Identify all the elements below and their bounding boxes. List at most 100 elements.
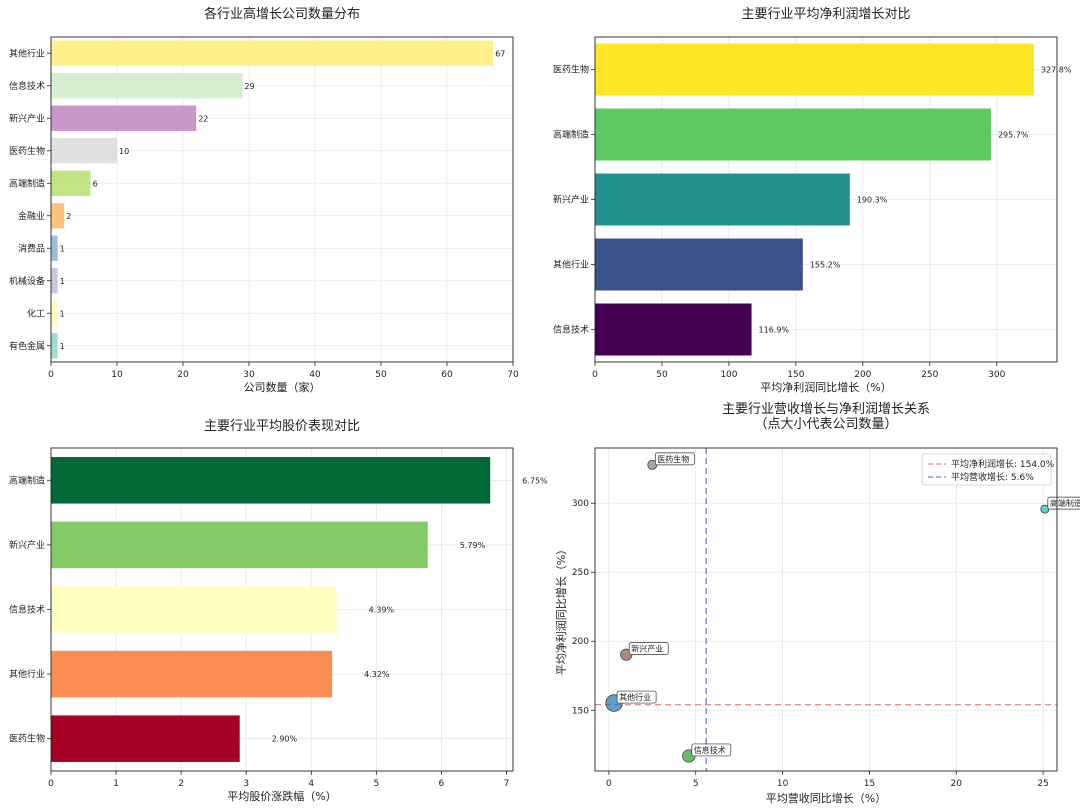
y-tick-label: 医药生物 bbox=[553, 64, 589, 76]
y-tick-label: 高端制造 bbox=[9, 177, 45, 189]
data-label: 1 bbox=[60, 342, 65, 351]
data-label: 327.8% bbox=[1041, 66, 1072, 75]
annotation-box bbox=[616, 690, 657, 704]
legend-box bbox=[921, 453, 1052, 486]
legend-entry-profit: 平均净利润增长: 154.0% bbox=[951, 458, 1055, 470]
y-tick-label: 高端制造 bbox=[9, 474, 45, 486]
x-tick-label: 2 bbox=[178, 779, 184, 789]
x-axis-label: 平均营收同比增长（%） bbox=[766, 791, 886, 805]
x-tick-label: 25 bbox=[1037, 779, 1048, 789]
bar-高端制造 bbox=[51, 457, 491, 504]
x-tick-label: 200 bbox=[854, 370, 871, 380]
point-annotation: 高端制造 bbox=[1047, 496, 1080, 510]
legend: 平均净利润增长: 154.0%平均营收增长: 5.6% bbox=[921, 453, 1055, 486]
subplot-1: 67其他行业29信息技术22新兴产业10医药生物6高端制造2金融业1消费品1机械… bbox=[9, 6, 519, 394]
y-tick-label: 化工 bbox=[27, 307, 45, 319]
bar-机械设备 bbox=[51, 268, 58, 294]
bar-信息技术 bbox=[51, 586, 337, 633]
x-tick-label: 300 bbox=[988, 370, 1005, 380]
y-tick-label: 200 bbox=[572, 637, 589, 647]
y-tick-label: 300 bbox=[572, 499, 589, 509]
x-tick-label: 50 bbox=[656, 370, 668, 380]
data-label: 4.32% bbox=[364, 670, 390, 679]
y-tick-label: 新兴产业 bbox=[553, 194, 589, 206]
annotation-text: 其他行业 bbox=[619, 692, 651, 702]
annotation-box bbox=[691, 743, 732, 757]
plot-frame bbox=[594, 447, 1058, 772]
bar-医药生物 bbox=[51, 715, 240, 762]
bar-其他行业 bbox=[51, 40, 494, 66]
y-tick-label: 消费品 bbox=[18, 242, 45, 254]
data-label: 190.3% bbox=[857, 196, 888, 205]
bar-新兴产业 bbox=[51, 521, 428, 569]
data-label: 155.2% bbox=[810, 261, 841, 270]
annotation-text: 医药生物 bbox=[657, 454, 689, 464]
annotation-text: 信息技术 bbox=[694, 745, 726, 755]
y-tick-label: 医药生物 bbox=[9, 733, 45, 745]
annotation-text: 高端制造 bbox=[1050, 498, 1080, 508]
chart-title: 主要行业平均净利润增长对比 bbox=[741, 7, 910, 22]
x-tick-label: 100 bbox=[720, 370, 737, 380]
data-label: 2 bbox=[66, 212, 71, 221]
data-label: 5.79% bbox=[460, 541, 486, 550]
data-label: 29 bbox=[244, 82, 254, 91]
y-tick-label: 信息技术 bbox=[553, 324, 589, 336]
chart-title: 主要行业营收增长与净利润增长关系 bbox=[722, 402, 930, 417]
annotation-text: 新兴产业 bbox=[631, 644, 663, 654]
y-axis-label: 平均净利润同比增长（%） bbox=[554, 544, 568, 675]
x-tick-label: 60 bbox=[441, 370, 453, 380]
x-tick-label: 5 bbox=[693, 779, 699, 789]
annotation-box bbox=[628, 642, 669, 655]
bar-新兴产业 bbox=[51, 105, 197, 131]
y-tick-label: 信息技术 bbox=[9, 604, 45, 616]
data-label: 4.39% bbox=[369, 606, 395, 615]
y-tick-label: 其他行业 bbox=[9, 668, 45, 680]
x-tick-label: 20 bbox=[951, 779, 963, 789]
plot-frame bbox=[594, 36, 1058, 363]
y-tick-label: 信息技术 bbox=[9, 80, 45, 92]
point-annotation: 新兴产业 bbox=[628, 642, 669, 655]
x-axis-label: 平均股价涨跌幅（%） bbox=[227, 789, 336, 803]
x-tick-label: 1 bbox=[113, 779, 119, 789]
data-label: 2.90% bbox=[272, 735, 298, 744]
data-label: 116.9% bbox=[759, 326, 790, 335]
x-tick-label: 4 bbox=[308, 779, 314, 789]
data-label: 67 bbox=[495, 49, 505, 58]
data-label: 6.75% bbox=[522, 476, 548, 485]
x-tick-label: 3 bbox=[243, 779, 249, 789]
x-tick-label: 0 bbox=[592, 370, 598, 380]
subplot-2: 327.8% 医药生物 295.7% 高端制造 190.3% 新兴产业 155.2% 其他行业… bbox=[553, 7, 1072, 394]
x-tick-label: 10 bbox=[777, 779, 789, 789]
x-tick-label: 30 bbox=[243, 370, 255, 380]
x-tick-label: 150 bbox=[787, 370, 804, 380]
bar-其他行业 bbox=[51, 650, 333, 698]
y-tick-label: 其他行业 bbox=[553, 259, 589, 271]
x-tick-label: 10 bbox=[111, 370, 123, 380]
bar-高端制造 bbox=[51, 170, 91, 196]
bar-信息技术 bbox=[595, 303, 752, 356]
y-tick-label: 机械设备 bbox=[9, 275, 45, 287]
x-tick-label: 6 bbox=[439, 779, 445, 789]
x-tick-label: 70 bbox=[507, 370, 519, 380]
bar-化工 bbox=[51, 300, 58, 326]
y-tick-label: 高端制造 bbox=[553, 129, 589, 141]
y-tick-label: 金融业 bbox=[18, 210, 45, 222]
chart-title: 各行业高增长公司数量分布 bbox=[204, 6, 360, 22]
x-tick-label: 250 bbox=[921, 370, 938, 380]
subplot-3: 6.75% 高端制造 5.79% 新兴产业 4.39% 信息技术 4.32% 其他行业 2.90… bbox=[9, 419, 548, 803]
x-tick-label: 0 bbox=[48, 370, 54, 380]
x-tick-label: 40 bbox=[309, 370, 321, 380]
x-axis-label: 平均净利润同比增长（%） bbox=[760, 380, 891, 394]
y-tick-label: 150 bbox=[572, 706, 589, 716]
y-tick-label: 250 bbox=[572, 568, 589, 578]
point-annotation: 其他行业 bbox=[616, 690, 657, 704]
x-tick-label: 0 bbox=[606, 779, 612, 789]
x-tick-label: 0 bbox=[48, 779, 54, 789]
bar-有色金属 bbox=[51, 333, 58, 359]
bar-信息技术 bbox=[51, 73, 243, 99]
annotation-box bbox=[1047, 496, 1080, 510]
chart-subtitle: （点大小代表公司数量） bbox=[754, 417, 897, 432]
y-tick-label: 新兴产业 bbox=[9, 112, 45, 124]
